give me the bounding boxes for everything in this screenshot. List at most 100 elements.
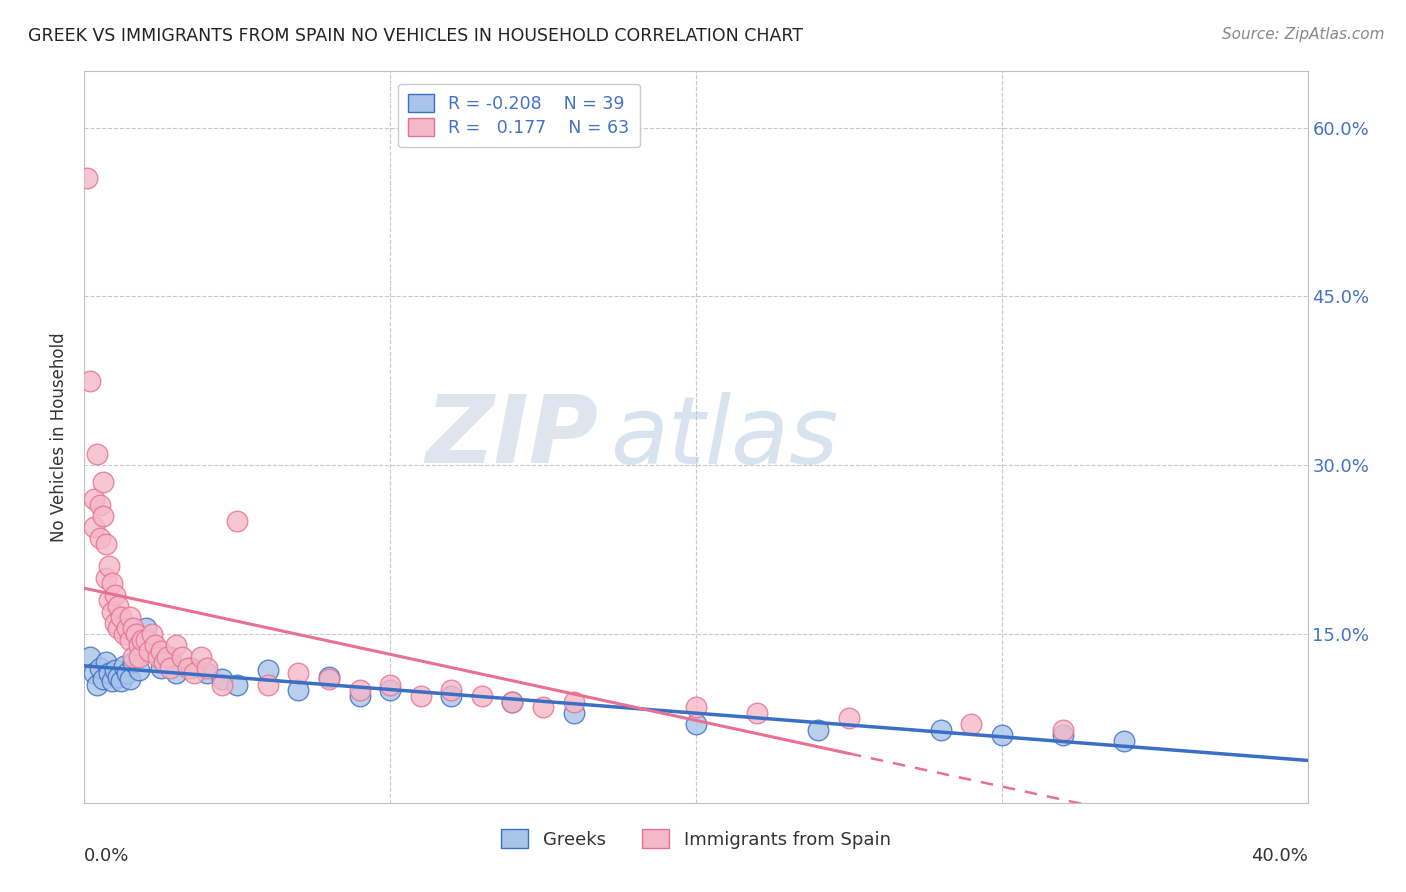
Point [115, 666, 138, 681]
Point [685, 700, 707, 714]
Point [101, 674, 124, 689]
Point [107, 670, 129, 684]
Point [195, 666, 218, 681]
Point [502, 694, 524, 708]
Point [960, 717, 983, 731]
Point [1114, 734, 1136, 748]
Point [562, 706, 585, 720]
Point [97, 593, 120, 607]
Point [89, 498, 111, 512]
Point [211, 678, 233, 692]
Point [104, 663, 127, 677]
Point [747, 706, 769, 720]
Point [471, 689, 494, 703]
Point [107, 621, 129, 635]
Point [128, 638, 150, 652]
Point [380, 683, 402, 698]
Point [86, 678, 108, 692]
Text: 0.0%: 0.0% [84, 847, 129, 864]
Point [156, 649, 179, 664]
Point [101, 605, 124, 619]
Point [226, 678, 249, 692]
Point [122, 649, 145, 664]
Point [83, 520, 105, 534]
Point [112, 627, 135, 641]
Point [226, 515, 249, 529]
Point [1052, 728, 1074, 742]
Legend: Greeks, Immigrants from Spain: Greeks, Immigrants from Spain [494, 822, 898, 856]
Point [143, 638, 166, 652]
Point [153, 655, 176, 669]
Point [128, 663, 150, 677]
Point [149, 644, 172, 658]
Point [149, 661, 172, 675]
Point [83, 491, 105, 506]
Point [502, 694, 524, 708]
Point [125, 627, 148, 641]
Point [159, 661, 181, 675]
Point [97, 666, 120, 681]
Text: Source: ZipAtlas.com: Source: ZipAtlas.com [1222, 27, 1385, 42]
Point [131, 632, 153, 647]
Point [257, 663, 280, 677]
Point [110, 610, 132, 624]
Point [89, 661, 111, 675]
Point [562, 694, 585, 708]
Point [685, 717, 707, 731]
Point [349, 689, 371, 703]
Y-axis label: No Vehicles in Household: No Vehicles in Household [51, 332, 69, 542]
Point [122, 655, 145, 669]
Point [838, 711, 860, 725]
Point [318, 670, 340, 684]
Point [318, 672, 340, 686]
Point [91, 508, 114, 523]
Point [287, 666, 309, 681]
Point [94, 537, 117, 551]
Point [91, 475, 114, 489]
Point [929, 723, 952, 737]
Point [190, 649, 212, 664]
Point [79, 649, 101, 664]
Point [135, 632, 157, 647]
Point [531, 700, 554, 714]
Point [177, 661, 200, 675]
Point [807, 723, 830, 737]
Point [112, 658, 135, 673]
Point [128, 649, 150, 664]
Point [91, 672, 114, 686]
Point [120, 672, 142, 686]
Point [380, 678, 402, 692]
Point [440, 683, 463, 698]
Point [159, 649, 181, 664]
Point [120, 632, 142, 647]
Point [172, 649, 194, 664]
Point [991, 728, 1014, 742]
Point [409, 689, 432, 703]
Point [83, 666, 105, 681]
Text: GREEK VS IMMIGRANTS FROM SPAIN NO VEHICLES IN HOUSEHOLD CORRELATION CHART: GREEK VS IMMIGRANTS FROM SPAIN NO VEHICL… [28, 27, 803, 45]
Point [76, 171, 98, 186]
Point [135, 621, 157, 635]
Point [141, 644, 163, 658]
Point [115, 621, 138, 635]
Point [120, 610, 142, 624]
Text: ZIP: ZIP [425, 391, 598, 483]
Point [89, 532, 111, 546]
Point [138, 644, 160, 658]
Point [146, 649, 169, 664]
Point [107, 599, 129, 613]
Point [349, 683, 371, 698]
Point [94, 571, 117, 585]
Point [104, 588, 127, 602]
Point [110, 674, 132, 689]
Point [287, 683, 309, 698]
Point [1052, 723, 1074, 737]
Point [104, 615, 127, 630]
Point [141, 627, 163, 641]
Point [183, 666, 205, 681]
Point [94, 655, 117, 669]
Point [79, 374, 101, 388]
Point [180, 661, 202, 675]
Point [97, 559, 120, 574]
Point [122, 621, 145, 635]
